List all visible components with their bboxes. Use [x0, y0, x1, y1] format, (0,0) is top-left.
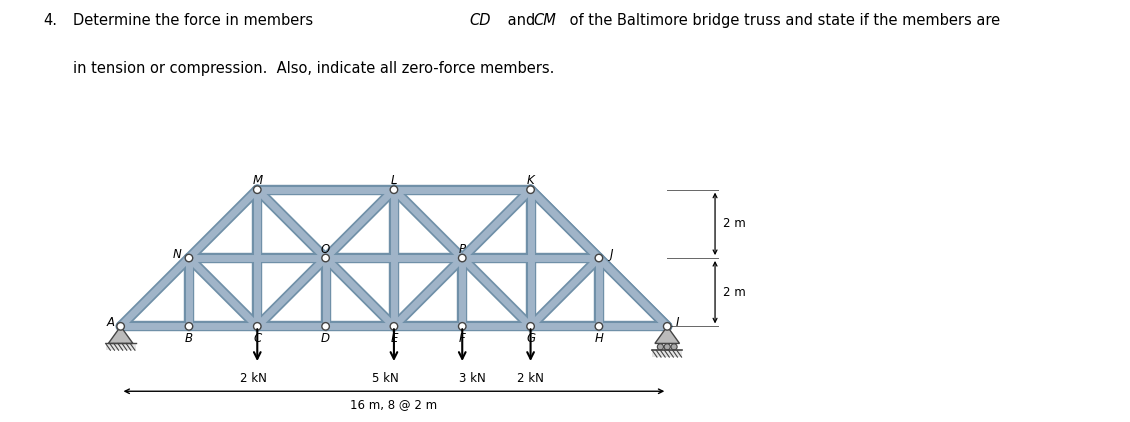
- Text: M: M: [252, 173, 262, 187]
- Polygon shape: [652, 350, 683, 357]
- Text: CD: CD: [469, 13, 490, 28]
- Circle shape: [664, 344, 670, 350]
- Text: and: and: [503, 13, 540, 28]
- Text: F: F: [459, 332, 466, 345]
- Circle shape: [527, 186, 534, 193]
- Circle shape: [253, 186, 261, 193]
- Text: CM: CM: [533, 13, 556, 28]
- Text: O: O: [321, 243, 330, 256]
- Circle shape: [596, 254, 602, 262]
- Circle shape: [663, 322, 671, 330]
- Text: J: J: [609, 248, 612, 261]
- Circle shape: [459, 254, 466, 262]
- Circle shape: [658, 344, 663, 350]
- Circle shape: [322, 322, 329, 330]
- Circle shape: [322, 254, 329, 262]
- Text: 3 kN: 3 kN: [459, 372, 486, 385]
- Text: H: H: [594, 332, 603, 345]
- Polygon shape: [108, 326, 133, 344]
- Text: P: P: [459, 243, 466, 256]
- Text: B: B: [185, 332, 193, 345]
- Circle shape: [671, 344, 677, 350]
- Text: I: I: [676, 316, 679, 330]
- Text: L: L: [391, 173, 397, 187]
- Polygon shape: [655, 326, 679, 344]
- Circle shape: [185, 322, 193, 330]
- Circle shape: [253, 322, 261, 330]
- Text: D: D: [321, 332, 330, 345]
- Text: 5 kN: 5 kN: [373, 372, 399, 385]
- Circle shape: [596, 322, 602, 330]
- Circle shape: [527, 322, 534, 330]
- Text: G: G: [525, 332, 536, 345]
- Text: 4.: 4.: [43, 13, 56, 28]
- Circle shape: [185, 254, 193, 262]
- Circle shape: [459, 322, 466, 330]
- Text: 2 m: 2 m: [723, 217, 746, 230]
- Circle shape: [116, 322, 124, 330]
- Polygon shape: [105, 344, 136, 350]
- Text: 2 kN: 2 kN: [518, 372, 544, 385]
- Text: of the Baltimore bridge truss and state if the members are: of the Baltimore bridge truss and state …: [565, 13, 1000, 28]
- Circle shape: [390, 186, 398, 193]
- Text: 2 m: 2 m: [723, 286, 746, 299]
- Text: C: C: [253, 332, 261, 345]
- Text: 16 m, 8 @ 2 m: 16 m, 8 @ 2 m: [350, 398, 437, 411]
- Circle shape: [390, 322, 398, 330]
- Text: E: E: [390, 332, 398, 345]
- Text: Determine the force in members: Determine the force in members: [73, 13, 319, 28]
- Text: N: N: [172, 248, 181, 261]
- Text: K: K: [527, 173, 534, 187]
- Text: in tension or compression.  Also, indicate all zero-force members.: in tension or compression. Also, indicat…: [73, 61, 555, 76]
- Text: 2 kN: 2 kN: [241, 372, 268, 385]
- Text: A: A: [106, 316, 114, 330]
